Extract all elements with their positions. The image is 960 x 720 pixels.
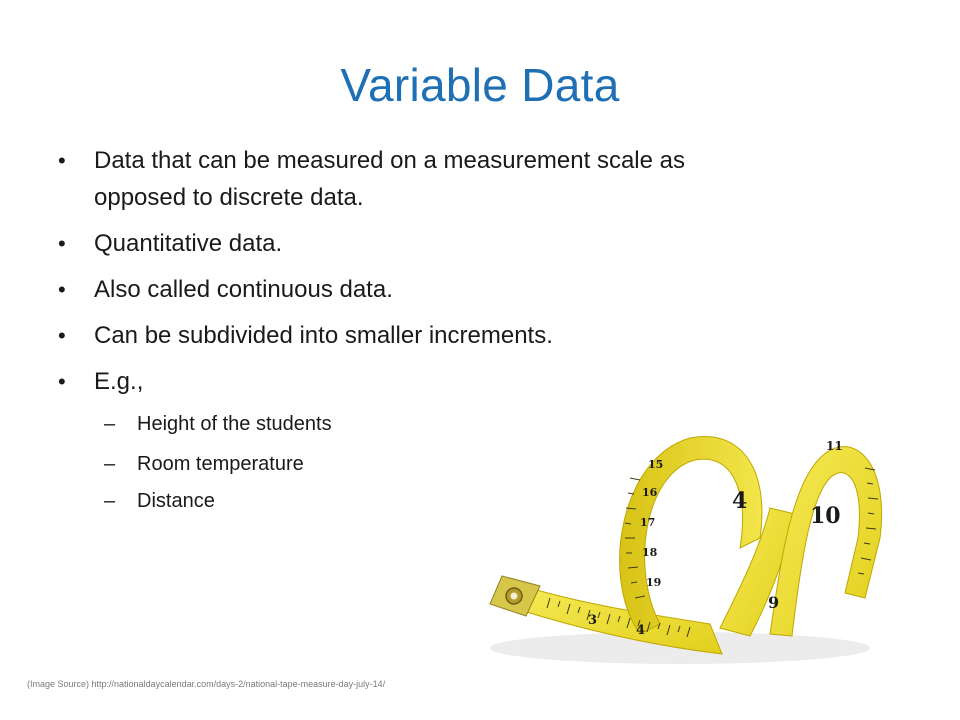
bullet-text: Data that can be measured on a measureme… xyxy=(94,147,685,174)
tick-marks-loop-left xyxy=(624,477,646,599)
bullet-marker: • xyxy=(58,323,66,348)
tape-loop-left xyxy=(619,436,763,635)
tape-number: 19 xyxy=(646,576,661,589)
bullet-list: • Data that can be measured on a measure… xyxy=(56,142,916,409)
sub-bullet-item: – Room temperature xyxy=(104,451,304,477)
bullet-text: E.g., xyxy=(94,368,144,395)
bullet-text: Quantitative data. xyxy=(94,230,283,257)
bullet-text: Also called continuous data. xyxy=(94,276,393,303)
tape-number: 17 xyxy=(640,516,655,529)
dash-marker: – xyxy=(104,490,116,512)
tape-number: 11 xyxy=(826,439,843,453)
rivet-hole xyxy=(510,592,518,600)
tape-number: 3 xyxy=(588,613,597,628)
tape-number: 10 xyxy=(810,503,841,529)
bullet-marker: • xyxy=(58,277,66,302)
bullet-marker: • xyxy=(58,369,66,394)
image-source-caption: (Image Source) http://nationaldaycalenda… xyxy=(27,679,386,689)
tape-number: 9 xyxy=(768,593,779,612)
slide-title: Variable Data xyxy=(340,59,620,111)
bullet-item: • E.g., xyxy=(56,363,916,400)
bullet-text: Can be subdivided into smaller increment… xyxy=(94,322,553,349)
tick-marks-lower xyxy=(546,597,691,638)
bullet-item: • Also called continuous data. xyxy=(56,271,916,308)
tape-number: 16 xyxy=(642,486,658,499)
dash-marker: – xyxy=(104,453,116,475)
tape-number: 4 xyxy=(732,488,747,514)
tape-number: 15 xyxy=(648,458,663,471)
tape-measure-photo: 3 4 15 16 17 18 19 4 9 10 11 xyxy=(489,436,882,664)
sub-bullet-text: Room temperature xyxy=(137,453,304,475)
tick-marks-loop-right xyxy=(857,467,879,575)
bullet-marker: • xyxy=(58,231,66,256)
sub-bullet-item: – Distance xyxy=(104,488,215,514)
tape-number-labels: 3 4 15 16 17 18 19 4 9 10 11 xyxy=(588,439,843,638)
bullet-item: • Data that can be measured on a measure… xyxy=(56,142,916,216)
sub-bullet-text: Height of the students xyxy=(137,413,332,435)
bullet-item: • Can be subdivided into smaller increme… xyxy=(56,317,916,354)
tape-number: 4 xyxy=(636,623,645,638)
dash-marker: – xyxy=(104,413,116,435)
tape-loop-right xyxy=(769,446,882,637)
sub-bullet-text: Distance xyxy=(137,490,215,512)
tape-number: 18 xyxy=(642,546,658,559)
sub-bullet-item: – Height of the students xyxy=(104,411,332,437)
bullet-item: • Quantitative data. xyxy=(56,225,916,262)
bullet-marker: • xyxy=(58,148,66,173)
bullet-text-continued: opposed to discrete data. xyxy=(94,184,364,211)
